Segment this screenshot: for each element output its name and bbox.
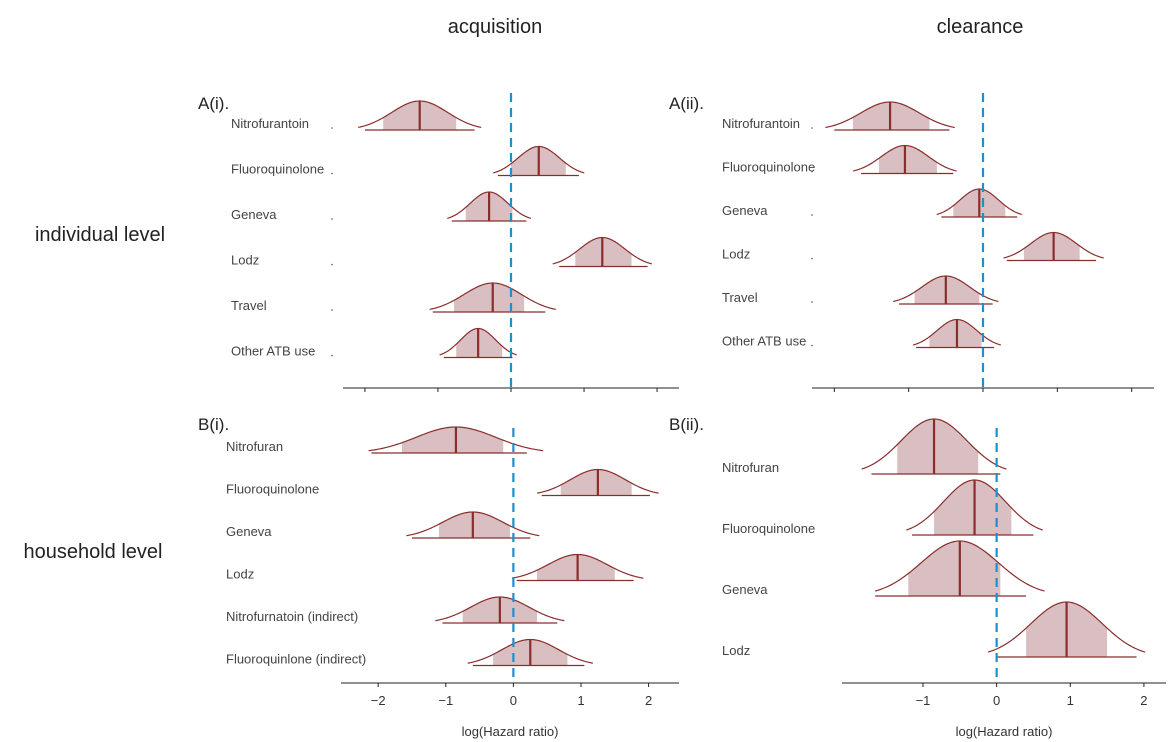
density-row: Nitrofuran <box>722 418 1007 475</box>
label-dot <box>811 214 813 216</box>
x-axis-label: log(Hazard ratio) <box>956 724 1053 739</box>
panels-group: A(i).NitrofurantoinFluoroquinoloneGeneva… <box>198 93 1166 739</box>
category-label: Other ATB use <box>722 334 806 349</box>
density-row: Fluoroquinlone (indirect) <box>226 638 593 667</box>
x-tick-label: 0 <box>993 693 1000 708</box>
x-tick-label: 2 <box>645 693 652 708</box>
row-header-household-level: household level <box>24 541 163 563</box>
density-band-80 <box>929 319 982 348</box>
column-header-clearance: clearance <box>937 16 1024 38</box>
category-label: Geneva <box>226 524 272 539</box>
density-row: Geneva <box>722 188 1023 218</box>
x-tick-label: 2 <box>1140 693 1147 708</box>
panel-id-label: B(ii). <box>669 415 704 434</box>
column-header-acquisition: acquisition <box>448 16 543 38</box>
label-dot <box>811 344 813 347</box>
density-row: Other ATB use <box>231 327 517 359</box>
category-label: Lodz <box>231 253 259 268</box>
x-tick-label: −1 <box>916 693 931 708</box>
density-row: Travel <box>722 275 999 305</box>
density-row: Nitrofurantoin <box>231 100 482 131</box>
density-band-80 <box>934 480 1012 535</box>
label-dot <box>331 218 333 220</box>
density-row: Fluoroquinolone <box>722 144 957 175</box>
panel-3: B(ii). −1 0 1 2 log(Hazard ratio) Nitrofuran Fl… <box>669 415 1166 739</box>
panel-id-label: B(i). <box>198 415 229 434</box>
category-label: Fluoroquinolone <box>226 482 319 497</box>
label-dot <box>331 309 333 311</box>
panel-id-label: A(i). <box>198 94 229 113</box>
category-label: Fluoroquinolone <box>722 160 815 175</box>
category-label: Fluoroquinolone <box>231 162 324 177</box>
density-row: Geneva <box>226 511 540 539</box>
label-dot <box>811 127 813 129</box>
x-tick-label: 1 <box>577 693 584 708</box>
x-tick-label: 1 <box>1067 693 1074 708</box>
category-label: Geneva <box>231 207 277 222</box>
label-dot <box>811 170 813 173</box>
density-row: Nitrofurantoin <box>722 101 955 131</box>
density-band-80 <box>560 469 632 496</box>
category-label: Nitrofuran <box>226 439 283 454</box>
density-band-80 <box>852 102 930 130</box>
density-row: Other ATB use <box>722 318 1001 349</box>
density-band-80 <box>401 427 504 453</box>
category-label: Travel <box>722 290 758 305</box>
category-label: Lodz <box>722 643 750 658</box>
density-row: Lodz <box>231 236 653 268</box>
density-row: Nitrofuran <box>226 426 544 454</box>
category-label: Nitrofurnatoin (indirect) <box>226 609 358 624</box>
label-dot <box>331 354 333 357</box>
density-band-80 <box>439 512 510 538</box>
category-label: Fluoroquinolone <box>722 521 815 536</box>
density-row: Geneva <box>722 540 1045 597</box>
density-row: Fluoroquinolone <box>231 145 585 177</box>
category-label: Geneva <box>722 203 768 218</box>
density-band-80 <box>897 419 979 474</box>
x-tick-label: −1 <box>438 693 453 708</box>
density-row: Fluoroquinolone <box>226 468 659 497</box>
density-band-80 <box>454 283 525 312</box>
category-label: Travel <box>231 298 267 313</box>
category-label: Nitrofurantoin <box>722 116 800 131</box>
category-label: Fluoroquinlone (indirect) <box>226 652 366 667</box>
label-dot <box>331 263 333 266</box>
x-axis-label: log(Hazard ratio) <box>462 724 559 739</box>
density-row: Lodz <box>722 601 1146 658</box>
row-header-individual-level: individual level <box>35 224 165 246</box>
label-dot <box>811 257 813 260</box>
density-band-80 <box>1023 232 1080 261</box>
x-tick-label: −2 <box>371 693 386 708</box>
category-label: Nitrofurantoin <box>231 116 309 131</box>
density-row: Travel <box>231 282 556 313</box>
density-row: Lodz <box>226 553 644 582</box>
category-label: Lodz <box>722 247 750 262</box>
category-label: Other ATB use <box>231 344 315 359</box>
density-row: Fluoroquinolone <box>722 479 1043 536</box>
label-dot <box>331 127 333 129</box>
density-band-80 <box>878 145 937 174</box>
category-label: Geneva <box>722 582 768 597</box>
density-row: Lodz <box>722 231 1104 262</box>
panel-id-label: A(ii). <box>669 94 704 113</box>
density-row: Geneva <box>231 191 532 222</box>
density-band-80 <box>537 554 615 581</box>
label-dot <box>331 172 333 175</box>
density-band-80 <box>908 541 1001 596</box>
density-row: Nitrofurnatoin (indirect) <box>226 596 565 624</box>
category-label: Lodz <box>226 567 254 582</box>
panel-1: A(ii). Nitrofurantoin Fluoroquinolone Genev… <box>669 93 1154 392</box>
density-band-80 <box>914 276 980 304</box>
panel-0: A(i).Nitrofurantoin Fluoroquinolone Geneva… <box>198 93 679 392</box>
category-label: Nitrofuran <box>722 460 779 475</box>
panel-2: B(i). −2 −1 0 1 2 log(Hazard ratio) Nitrofuran F… <box>198 415 679 739</box>
x-tick-label: 0 <box>510 693 517 708</box>
label-dot <box>811 301 813 303</box>
